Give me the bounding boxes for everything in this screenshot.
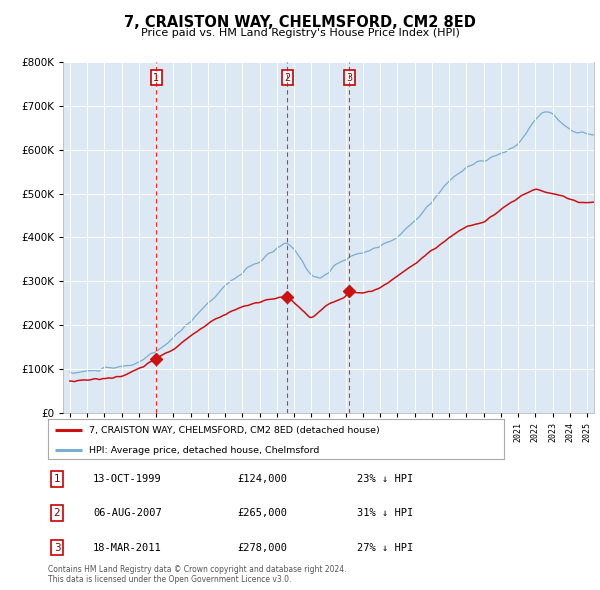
- Text: 3: 3: [53, 543, 61, 552]
- Text: 13-OCT-1999: 13-OCT-1999: [93, 474, 162, 484]
- Text: 1: 1: [53, 474, 61, 484]
- Text: Price paid vs. HM Land Registry's House Price Index (HPI): Price paid vs. HM Land Registry's House …: [140, 28, 460, 38]
- Text: HPI: Average price, detached house, Chelmsford: HPI: Average price, detached house, Chel…: [89, 445, 319, 455]
- Text: 2: 2: [284, 73, 290, 83]
- Text: 3: 3: [346, 73, 352, 83]
- Text: 1: 1: [153, 73, 159, 83]
- Text: 18-MAR-2011: 18-MAR-2011: [93, 543, 162, 552]
- Text: 7, CRAISTON WAY, CHELMSFORD, CM2 8ED (detached house): 7, CRAISTON WAY, CHELMSFORD, CM2 8ED (de…: [89, 425, 380, 435]
- Text: 31% ↓ HPI: 31% ↓ HPI: [357, 509, 413, 518]
- Text: £278,000: £278,000: [237, 543, 287, 552]
- Text: 23% ↓ HPI: 23% ↓ HPI: [357, 474, 413, 484]
- Text: This data is licensed under the Open Government Licence v3.0.: This data is licensed under the Open Gov…: [48, 575, 292, 584]
- Text: 7, CRAISTON WAY, CHELMSFORD, CM2 8ED: 7, CRAISTON WAY, CHELMSFORD, CM2 8ED: [124, 15, 476, 30]
- Text: Contains HM Land Registry data © Crown copyright and database right 2024.: Contains HM Land Registry data © Crown c…: [48, 565, 347, 574]
- Text: 27% ↓ HPI: 27% ↓ HPI: [357, 543, 413, 552]
- Text: £124,000: £124,000: [237, 474, 287, 484]
- Text: 06-AUG-2007: 06-AUG-2007: [93, 509, 162, 518]
- Text: £265,000: £265,000: [237, 509, 287, 518]
- Text: 2: 2: [53, 509, 61, 518]
